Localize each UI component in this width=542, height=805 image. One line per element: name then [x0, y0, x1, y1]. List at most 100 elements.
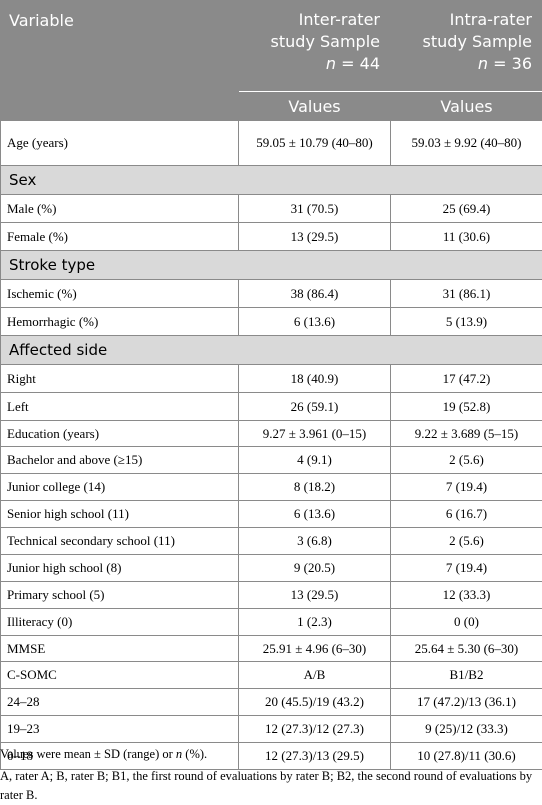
- cell-intra: 19 (52.8): [391, 393, 542, 421]
- header-inter-line2: study Sample: [271, 32, 380, 51]
- cell-inter: 38 (86.4): [239, 280, 391, 308]
- cell-intra: 7 (19.4): [391, 474, 542, 501]
- cell-inter: 4 (9.1): [239, 447, 391, 474]
- cell-intra: 7 (19.4): [391, 555, 542, 582]
- cell-intra: 2 (5.6): [391, 528, 542, 555]
- section-sex: Sex: [1, 166, 542, 195]
- table-row-education: Education (years) 9.27 ± 3.961 (0–15) 9.…: [1, 421, 542, 447]
- cell-inter: 59.05 ± 10.79 (40–80): [239, 121, 391, 166]
- table-row: Hemorrhagic (%) 6 (13.6) 5 (13.9): [1, 308, 542, 336]
- cell-inter: 25.91 ± 4.96 (6–30): [239, 636, 391, 662]
- footnote-line1-pre: Values were mean ± SD (range) or: [0, 747, 176, 761]
- header-intra-line1: Intra-rater: [450, 10, 532, 29]
- row-label: Technical secondary school (11): [1, 528, 239, 555]
- row-label: Junior high school (8): [1, 555, 239, 582]
- section-title: Stroke type: [1, 251, 542, 280]
- cell-intra: 9 (25)/12 (33.3): [391, 716, 542, 743]
- table-row: Left 26 (59.1) 19 (52.8): [1, 393, 542, 421]
- table-row: Junior high school (8) 9 (20.5) 7 (19.4): [1, 555, 542, 582]
- header-intra-n: n: [478, 54, 488, 73]
- footnote-line1-post: (%).: [182, 747, 207, 761]
- cell-inter: 6 (13.6): [239, 501, 391, 528]
- cell-inter: 20 (45.5)/19 (43.2): [239, 689, 391, 716]
- table-row: Female (%) 13 (29.5) 11 (30.6): [1, 223, 542, 251]
- row-label: MMSE: [1, 636, 239, 662]
- table-row-csomc: C-SOMC A/B B1/B2: [1, 662, 542, 689]
- table-row: Junior college (14) 8 (18.2) 7 (19.4): [1, 474, 542, 501]
- row-label: Bachelor and above (≥15): [1, 447, 239, 474]
- cell-inter: 12 (27.3)/12 (27.3): [239, 716, 391, 743]
- table-row: Ischemic (%) 38 (86.4) 31 (86.1): [1, 280, 542, 308]
- table-row: 19–23 12 (27.3)/12 (27.3) 9 (25)/12 (33.…: [1, 716, 542, 743]
- cell-intra: 5 (13.9): [391, 308, 542, 336]
- cell-intra: B1/B2: [391, 662, 542, 689]
- cell-intra: 0 (0): [391, 609, 542, 636]
- cell-intra: 12 (33.3): [391, 582, 542, 609]
- cell-intra: 11 (30.6): [391, 223, 542, 251]
- row-label: Age (years): [1, 121, 239, 166]
- cell-intra: 59.03 ± 9.92 (40–80): [391, 121, 542, 166]
- cell-inter: 3 (6.8): [239, 528, 391, 555]
- header-inter-n: n: [326, 54, 336, 73]
- cell-inter: 6 (13.6): [239, 308, 391, 336]
- row-label: Illiteracy (0): [1, 609, 239, 636]
- row-label: Ischemic (%): [1, 280, 239, 308]
- table-row: 24–28 20 (45.5)/19 (43.2) 17 (47.2)/13 (…: [1, 689, 542, 716]
- row-label: Education (years): [1, 421, 239, 447]
- header-variable: Variable: [1, 1, 239, 121]
- header-intra-line2: study Sample: [423, 32, 532, 51]
- cell-inter: 8 (18.2): [239, 474, 391, 501]
- section-title: Affected side: [1, 336, 542, 365]
- footnote-values: Values were mean ± SD (range) or n (%).: [0, 745, 542, 764]
- cell-inter: 31 (70.5): [239, 195, 391, 223]
- demographics-table: Variable Inter-rater study Sample n = 44…: [0, 0, 542, 770]
- table-row-age: Age (years) 59.05 ± 10.79 (40–80) 59.03 …: [1, 121, 542, 166]
- cell-inter: 9 (20.5): [239, 555, 391, 582]
- header-intra-n-value: = 36: [488, 54, 532, 73]
- row-label: Male (%): [1, 195, 239, 223]
- row-label: Left: [1, 393, 239, 421]
- table-row: Right 18 (40.9) 17 (47.2): [1, 365, 542, 393]
- cell-intra: 9.22 ± 3.689 (5–15): [391, 421, 542, 447]
- footnote-abbreviations: A, rater A; B, rater B; B1, the first ro…: [0, 767, 542, 805]
- cell-intra: 25.64 ± 5.30 (6–30): [391, 636, 542, 662]
- table-row-mmse: MMSE 25.91 ± 4.96 (6–30) 25.64 ± 5.30 (6…: [1, 636, 542, 662]
- cell-intra: 17 (47.2)/13 (36.1): [391, 689, 542, 716]
- cell-inter: 13 (29.5): [239, 223, 391, 251]
- row-label: 19–23: [1, 716, 239, 743]
- table-row: Primary school (5) 13 (29.5) 12 (33.3): [1, 582, 542, 609]
- table-row: Senior high school (11) 6 (13.6) 6 (16.7…: [1, 501, 542, 528]
- header-values-inter: Values: [239, 92, 391, 121]
- row-label: C-SOMC: [1, 662, 239, 689]
- cell-inter: 18 (40.9): [239, 365, 391, 393]
- header-inter-n-value: = 44: [336, 54, 380, 73]
- row-label: Primary school (5): [1, 582, 239, 609]
- cell-intra: 2 (5.6): [391, 447, 542, 474]
- header-values-intra: Values: [391, 92, 542, 121]
- table-row: Technical secondary school (11) 3 (6.8) …: [1, 528, 542, 555]
- section-affected-side: Affected side: [1, 336, 542, 365]
- header-inter-line1: Inter-rater: [299, 10, 380, 29]
- cell-intra: 31 (86.1): [391, 280, 542, 308]
- row-label: Senior high school (11): [1, 501, 239, 528]
- cell-intra: 17 (47.2): [391, 365, 542, 393]
- row-label: Junior college (14): [1, 474, 239, 501]
- section-title: Sex: [1, 166, 542, 195]
- header-intra-rater: Intra-rater study Sample n = 36: [391, 1, 542, 92]
- table-row: Male (%) 31 (70.5) 25 (69.4): [1, 195, 542, 223]
- header-inter-rater: Inter-rater study Sample n = 44: [239, 1, 391, 92]
- cell-intra: 25 (69.4): [391, 195, 542, 223]
- cell-inter: 26 (59.1): [239, 393, 391, 421]
- row-label: Hemorrhagic (%): [1, 308, 239, 336]
- cell-inter: 9.27 ± 3.961 (0–15): [239, 421, 391, 447]
- row-label: Female (%): [1, 223, 239, 251]
- section-stroke-type: Stroke type: [1, 251, 542, 280]
- cell-inter: A/B: [239, 662, 391, 689]
- table-row: Illiteracy (0) 1 (2.3) 0 (0): [1, 609, 542, 636]
- cell-inter: 1 (2.3): [239, 609, 391, 636]
- row-label: 24–28: [1, 689, 239, 716]
- cell-intra: 6 (16.7): [391, 501, 542, 528]
- table-row: Bachelor and above (≥15) 4 (9.1) 2 (5.6): [1, 447, 542, 474]
- row-label: Right: [1, 365, 239, 393]
- cell-inter: 13 (29.5): [239, 582, 391, 609]
